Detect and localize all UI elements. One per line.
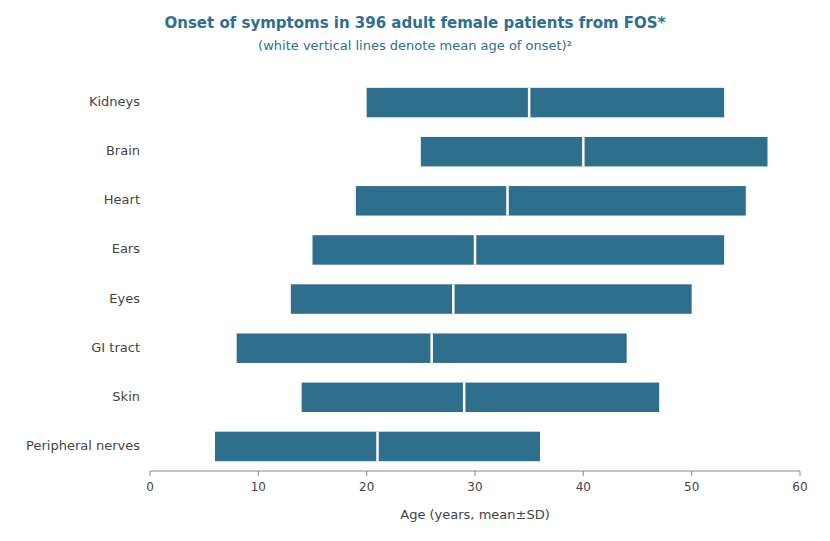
x-tick-label: 10 xyxy=(251,480,266,494)
chart-container: Onset of symptoms in 396 adult female pa… xyxy=(0,0,830,541)
mean-line xyxy=(474,235,477,264)
bar-lower xyxy=(302,383,465,412)
x-tick xyxy=(800,471,801,476)
mean-line xyxy=(528,88,531,117)
x-tick xyxy=(150,471,151,476)
x-tick xyxy=(475,471,476,476)
chart-svg: Onset of symptoms in 396 adult female pa… xyxy=(0,0,830,541)
mean-line xyxy=(430,333,433,362)
x-tick xyxy=(691,471,692,476)
bar-upper xyxy=(508,186,746,215)
x-tick-label: 0 xyxy=(146,480,154,494)
bar-lower xyxy=(421,137,584,166)
mean-line xyxy=(463,383,466,412)
category-label: Heart xyxy=(104,192,140,207)
mean-line xyxy=(376,432,379,461)
category-label: Skin xyxy=(112,389,140,404)
bar-upper xyxy=(475,235,724,264)
mean-line xyxy=(506,186,509,215)
bar-lower xyxy=(367,88,529,117)
category-label: Brain xyxy=(106,143,140,158)
bar-lower xyxy=(291,284,454,313)
category-label: GI tract xyxy=(91,340,140,355)
title: Onset of symptoms in 396 adult female pa… xyxy=(164,14,665,32)
x-axis-label: Age (years, mean±SD) xyxy=(400,507,549,522)
bar-upper xyxy=(378,432,541,461)
bar-upper xyxy=(529,88,724,117)
category-label: Kidneys xyxy=(89,94,140,109)
bar-upper xyxy=(583,137,767,166)
bars xyxy=(215,88,768,461)
bar-upper xyxy=(453,284,691,313)
category-label: Ears xyxy=(112,241,141,256)
x-tick-label: 30 xyxy=(467,480,482,494)
x-tick-label: 40 xyxy=(576,480,591,494)
category-label: Peripheral nerves xyxy=(26,438,140,453)
subtitle: (white vertical lines denote mean age of… xyxy=(258,38,572,53)
x-tick-label: 60 xyxy=(792,480,807,494)
bar-lower xyxy=(215,432,378,461)
x-tick xyxy=(366,471,367,476)
bar-lower xyxy=(313,235,476,264)
bar-lower xyxy=(356,186,508,215)
mean-line xyxy=(452,284,455,313)
bar-upper xyxy=(464,383,659,412)
bar-lower xyxy=(237,333,432,362)
bar-upper xyxy=(432,333,627,362)
x-tick-label: 50 xyxy=(684,480,699,494)
mean-line xyxy=(582,137,585,166)
x-tick xyxy=(258,471,259,476)
category-label: Eyes xyxy=(109,291,140,306)
x-tick xyxy=(583,471,584,476)
x-tick-label: 20 xyxy=(359,480,374,494)
